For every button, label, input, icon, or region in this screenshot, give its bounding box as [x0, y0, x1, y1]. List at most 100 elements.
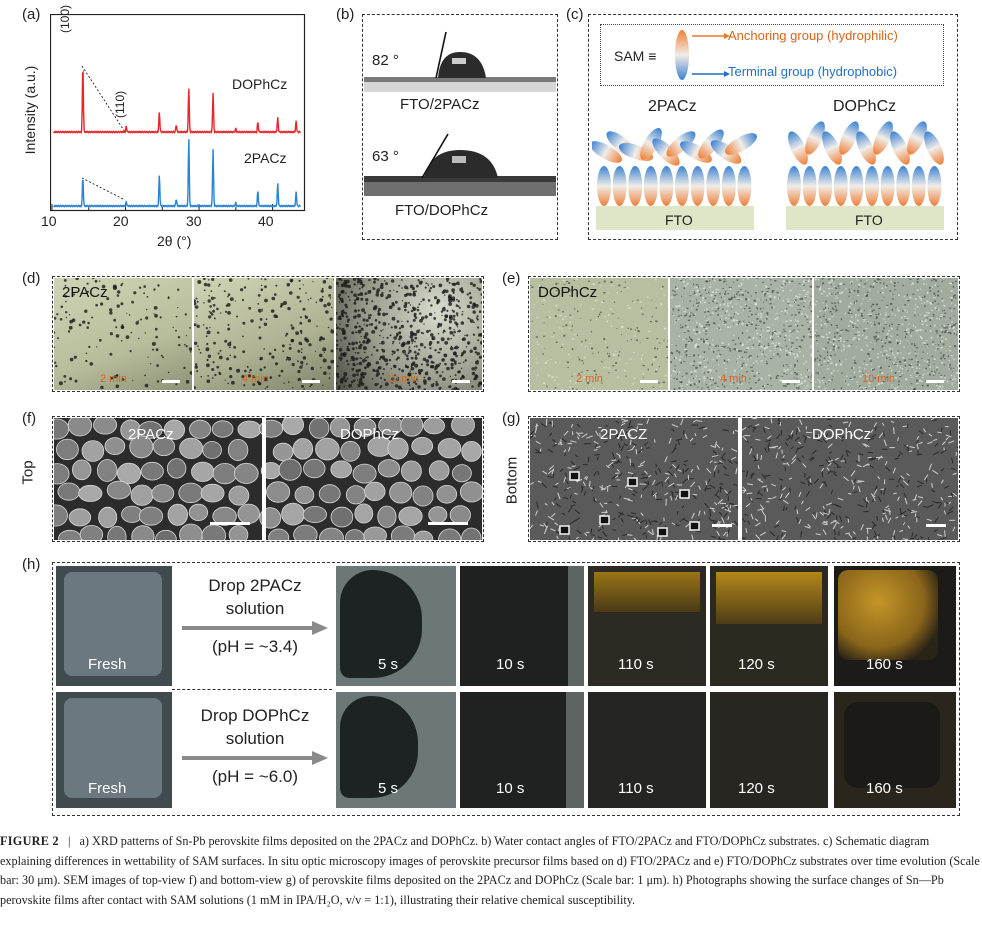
- film-texture: [845, 359, 847, 360]
- precursor-particle: [242, 350, 246, 354]
- precursor-particle: [434, 296, 438, 300]
- film-texture: [896, 352, 899, 355]
- precursor-particle: [451, 296, 456, 300]
- precursor-particle: [448, 281, 451, 284]
- film-texture: [742, 279, 745, 281]
- precursor-particle: [385, 312, 389, 316]
- arrow-text-1a: Drop 2PACz: [208, 576, 302, 595]
- precursor-particle: [260, 278, 263, 280]
- precursor-particle: [214, 373, 217, 377]
- film-texture: [889, 359, 892, 361]
- sem-flake: [709, 507, 715, 510]
- precursor-particle: [382, 368, 385, 371]
- sem-flake: [834, 529, 836, 536]
- film-texture: [680, 279, 683, 281]
- film-texture: [940, 316, 942, 318]
- precursor-particle: [250, 319, 254, 323]
- film-texture: [649, 321, 652, 323]
- precursor-particle: [448, 385, 452, 388]
- film-texture: [704, 316, 707, 318]
- film-texture: [862, 298, 864, 300]
- precursor-particle: [466, 341, 471, 345]
- film-texture: [837, 285, 840, 287]
- film-texture: [793, 301, 796, 304]
- film-texture: [755, 360, 758, 363]
- sem-flake: [630, 462, 633, 467]
- precursor-particle: [337, 285, 340, 287]
- film-texture: [885, 357, 888, 360]
- film-texture: [654, 370, 658, 373]
- precursor-particle: [364, 366, 367, 370]
- precursor-particle: [410, 338, 414, 342]
- precursor-particle: [475, 360, 479, 365]
- film-texture: [655, 320, 658, 323]
- film-texture: [822, 336, 825, 338]
- film-texture: [789, 353, 792, 356]
- sem-flake: [576, 423, 581, 428]
- sem-flake: [627, 449, 632, 451]
- sem-flake: [881, 517, 884, 523]
- film-texture: [874, 389, 877, 390]
- film-texture: [623, 370, 626, 371]
- sem-flake: [830, 490, 833, 495]
- precursor-particle: [404, 308, 407, 312]
- film-texture: [672, 308, 675, 310]
- perovskite-grain: [54, 504, 68, 527]
- precursor-particle: [423, 388, 427, 390]
- film-texture: [750, 365, 753, 367]
- film-texture: [826, 325, 828, 327]
- photo-row2-5s: [336, 692, 456, 808]
- film-texture: [794, 364, 796, 366]
- film-texture: [759, 313, 762, 315]
- film-texture: [759, 334, 762, 336]
- sem-flake: [933, 451, 940, 456]
- film-texture: [689, 338, 692, 340]
- film-texture: [757, 313, 760, 316]
- film-texture: [732, 339, 735, 341]
- precursor-particle: [144, 383, 149, 388]
- precursor-particle: [364, 332, 369, 337]
- film-texture: [803, 363, 805, 365]
- sem-flake: [938, 539, 940, 540]
- film-texture: [872, 303, 875, 306]
- sem-flake: [750, 472, 754, 479]
- film-texture: [830, 362, 833, 365]
- precursor-particle: [229, 346, 231, 349]
- film-texture: [880, 339, 883, 341]
- film-texture: [619, 351, 621, 353]
- film-texture: [954, 345, 956, 347]
- sem-flake: [882, 431, 886, 437]
- film-texture: [707, 318, 710, 320]
- film-texture: [589, 293, 591, 296]
- film-texture: [891, 308, 894, 311]
- film-texture: [737, 299, 740, 301]
- film-texture: [749, 339, 751, 341]
- precursor-particle: [290, 324, 293, 327]
- film-texture: [930, 278, 932, 279]
- film-texture: [794, 279, 795, 281]
- film-texture: [894, 372, 897, 374]
- film-texture: [827, 287, 830, 289]
- film-texture: [693, 328, 696, 331]
- film-texture: [686, 355, 688, 358]
- film-texture: [891, 369, 893, 372]
- precursor-particle: [156, 380, 160, 383]
- film-texture: [535, 358, 537, 360]
- sem-flake: [757, 489, 761, 495]
- sem-flake: [906, 449, 911, 452]
- sem-flake: [732, 504, 738, 507]
- film-texture: [712, 278, 714, 280]
- precursor-particle: [362, 359, 366, 363]
- precursor-particle: [392, 342, 394, 345]
- precursor-particle: [359, 377, 363, 382]
- film-texture: [872, 309, 875, 311]
- film-texture: [904, 361, 906, 363]
- precursor-particle: [211, 278, 215, 281]
- film-texture: [929, 330, 932, 332]
- sem-flake: [878, 432, 884, 439]
- perovskite-grain: [354, 503, 374, 524]
- arrow-text-2b: solution: [225, 729, 285, 748]
- film-texture: [830, 302, 833, 304]
- film-texture: [674, 357, 675, 360]
- precursor-particle: [337, 316, 342, 320]
